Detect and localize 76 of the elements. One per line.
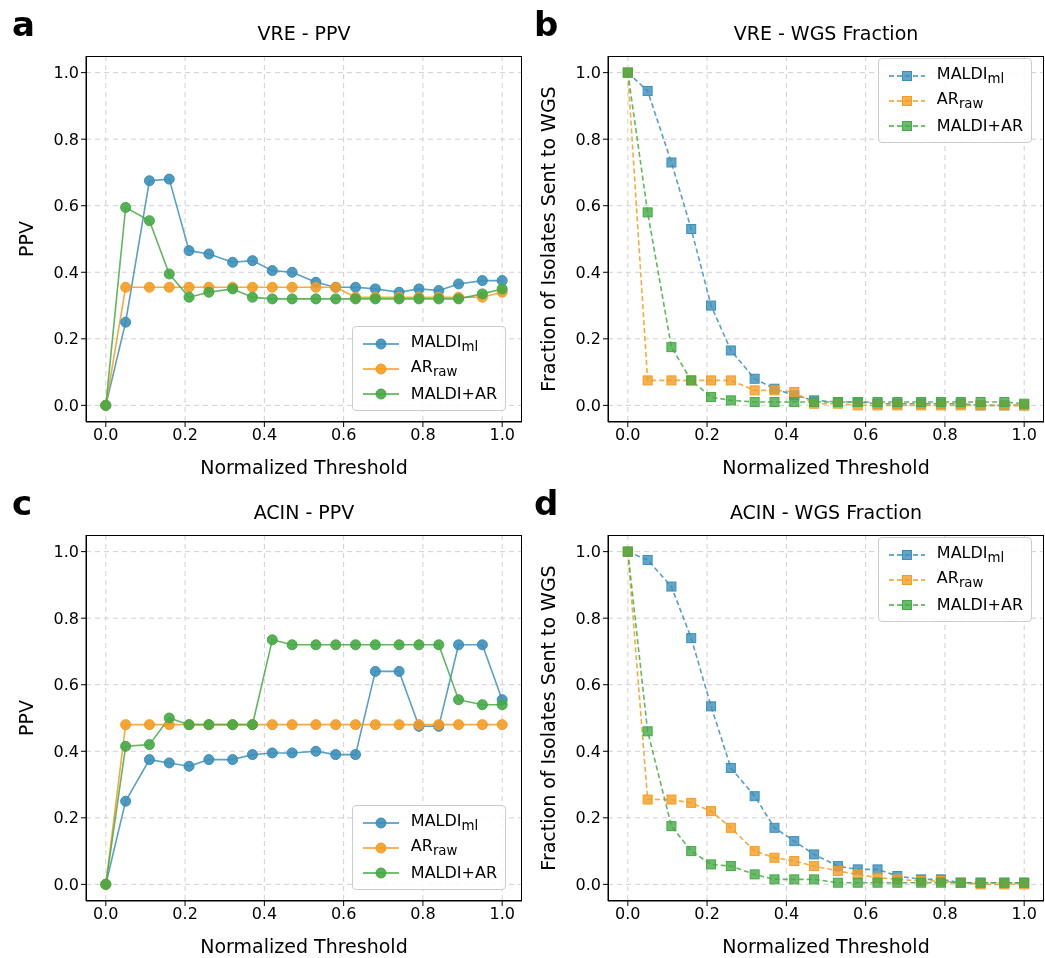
y-tick-label: 1.0	[53, 542, 79, 562]
y-tick-label: 1.0	[53, 63, 79, 83]
x-tick-label: 0.0	[615, 425, 641, 445]
y-tick-label: 0.4	[575, 741, 601, 761]
x-axis-title: Normalized Threshold	[200, 456, 408, 478]
y-tick-label: 0.8	[575, 129, 601, 149]
chart-title: VRE - WGS Fraction	[732, 22, 920, 44]
chart-title: ACIN - WGS Fraction	[728, 501, 924, 523]
y-tick-label: 0.8	[575, 608, 601, 628]
x-tick-label: 1.0	[489, 904, 515, 924]
y-tick-label: 0.8	[53, 129, 79, 149]
x-tick-label: 0.2	[172, 904, 198, 924]
y-tick-label: 0.2	[53, 329, 79, 349]
text: c	[12, 483, 33, 523]
legend-label: MALDI+AR	[410, 384, 497, 403]
y-tick-label: 0.0	[575, 396, 601, 416]
y-tick-label: 0.0	[575, 875, 601, 895]
y-tick-label: 0.0	[53, 396, 79, 416]
legend-label: MALDI$_{ml}$	[936, 543, 1005, 566]
x-tick-label: 0.6	[330, 425, 357, 445]
y-tick-label: 0.8	[53, 608, 79, 628]
y-tick-label: 0.4	[53, 262, 79, 282]
x-tick-label: 1.0	[1011, 425, 1037, 445]
x-tick-label: 0.2	[172, 425, 198, 445]
y-tick-label: 0.2	[53, 808, 79, 828]
y-axis-title: Fraction of Isolates Sent to WGS	[536, 565, 559, 871]
text: a	[12, 4, 35, 44]
legend-label: MALDI+AR	[936, 116, 1023, 135]
legend-label: AR$_{raw}$	[410, 836, 458, 859]
y-axis-title: PPV	[14, 221, 37, 257]
text: b	[534, 4, 559, 44]
x-tick-label: 0.8	[932, 425, 958, 445]
x-tick-label: 0.0	[93, 425, 119, 445]
y-tick-label: 0.2	[575, 808, 601, 828]
x-tick-label: 0.4	[251, 425, 278, 445]
chart-title: VRE - PPV	[256, 22, 352, 44]
x-tick-label: 0.2	[694, 904, 720, 924]
x-tick-label: 0.6	[330, 904, 357, 924]
legend-label: AR$_{raw}$	[936, 89, 984, 112]
x-tick-label: 1.0	[489, 425, 515, 445]
x-tick-label: 0.6	[852, 904, 879, 924]
x-tick-label: 1.0	[1011, 904, 1037, 924]
chart-title: ACIN - PPV	[252, 501, 356, 523]
x-axis-title: Normalized Threshold	[722, 935, 930, 957]
x-tick-label: 0.0	[615, 904, 641, 924]
legend-label: MALDI$_{ml}$	[410, 811, 479, 834]
legend-label: MALDI+AR	[936, 595, 1023, 614]
y-tick-label: 0.4	[53, 741, 79, 761]
y-axis-title: Fraction of Isolates Sent to WGS	[536, 86, 559, 392]
y-tick-label: 0.6	[575, 675, 601, 695]
x-tick-label: 0.4	[773, 904, 800, 924]
y-axis-title: PPV	[14, 700, 37, 736]
y-tick-label: 1.0	[575, 542, 601, 562]
legend-label: AR$_{raw}$	[410, 357, 458, 380]
x-tick-label: 0.8	[410, 904, 436, 924]
legend-label: MALDI$_{ml}$	[410, 332, 479, 355]
y-tick-label: 0.6	[575, 196, 601, 216]
y-tick-label: 0.2	[575, 329, 601, 349]
x-tick-label: 0.0	[93, 904, 119, 924]
legend-label: MALDI$_{ml}$	[936, 64, 1005, 87]
x-tick-label: 0.6	[852, 425, 879, 445]
x-axis-title: Normalized Threshold	[722, 456, 930, 478]
y-tick-label: 0.4	[575, 262, 601, 282]
text: d	[534, 483, 559, 523]
x-tick-label: 0.8	[410, 425, 436, 445]
y-tick-label: 1.0	[575, 63, 601, 83]
x-axis-title: Normalized Threshold	[200, 935, 408, 957]
y-tick-label: 0.6	[53, 196, 79, 216]
legend-label: AR$_{raw}$	[936, 568, 984, 591]
x-tick-label: 0.4	[251, 904, 278, 924]
legend-label: MALDI+AR	[410, 863, 497, 882]
y-tick-label: 0.6	[53, 675, 79, 695]
y-tick-label: 0.0	[53, 875, 79, 895]
x-tick-label: 0.2	[694, 425, 720, 445]
x-tick-label: 0.8	[932, 904, 958, 924]
x-tick-label: 0.4	[773, 425, 800, 445]
